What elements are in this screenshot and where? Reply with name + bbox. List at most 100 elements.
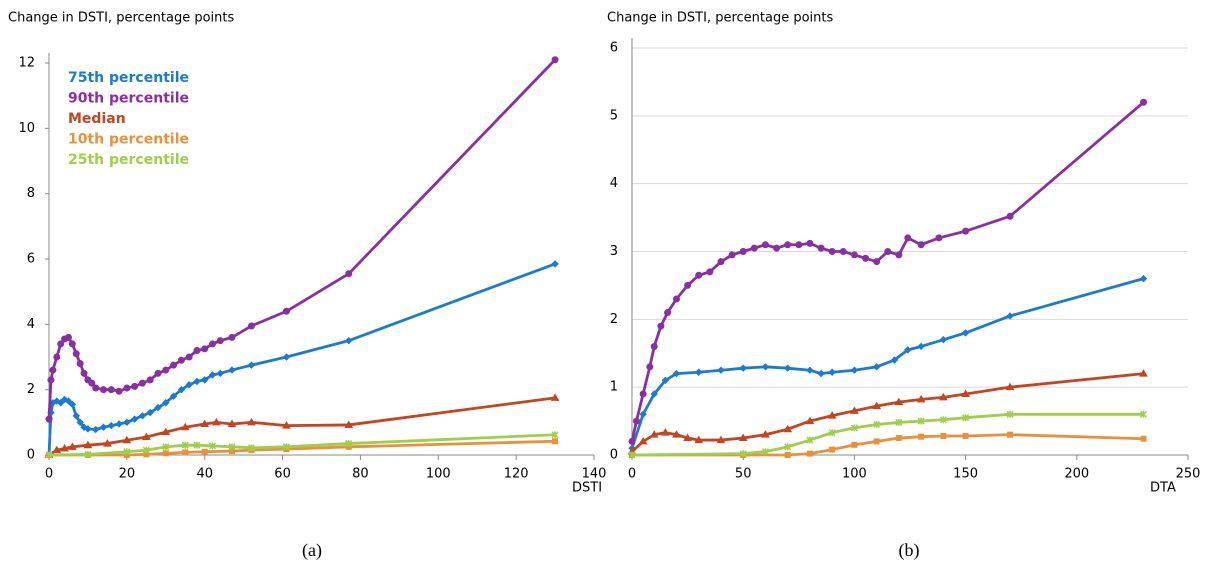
point bbox=[170, 361, 178, 369]
point bbox=[795, 241, 803, 249]
point bbox=[185, 381, 193, 389]
point bbox=[806, 450, 813, 457]
point bbox=[917, 417, 925, 425]
point bbox=[1006, 312, 1014, 320]
point bbox=[639, 390, 647, 398]
point bbox=[851, 441, 858, 448]
point bbox=[917, 342, 925, 351]
point bbox=[939, 416, 947, 424]
point bbox=[872, 363, 881, 371]
y-tick-label: 10 bbox=[18, 121, 35, 136]
point bbox=[806, 366, 814, 374]
point bbox=[961, 329, 970, 337]
point bbox=[884, 248, 892, 255]
point bbox=[162, 399, 170, 407]
legend-entry: 75th percentile bbox=[68, 70, 189, 86]
point bbox=[60, 443, 69, 452]
point bbox=[162, 366, 170, 374]
point bbox=[208, 371, 217, 379]
point bbox=[209, 340, 216, 348]
point bbox=[695, 368, 703, 376]
point bbox=[938, 392, 948, 401]
point bbox=[935, 234, 943, 242]
point bbox=[146, 408, 154, 417]
y-tick-label: 4 bbox=[27, 317, 35, 332]
point bbox=[739, 450, 747, 458]
point bbox=[72, 412, 80, 420]
point bbox=[828, 248, 836, 255]
point bbox=[783, 364, 792, 372]
point bbox=[247, 361, 256, 369]
point bbox=[916, 394, 926, 403]
point bbox=[122, 435, 132, 444]
point bbox=[738, 433, 748, 442]
point bbox=[716, 435, 726, 444]
point bbox=[806, 239, 814, 247]
point bbox=[873, 420, 881, 429]
point bbox=[551, 431, 559, 439]
point bbox=[107, 386, 115, 394]
point bbox=[695, 271, 703, 279]
y-tick-label: 5 bbox=[610, 108, 618, 123]
point bbox=[918, 433, 925, 440]
point bbox=[940, 433, 947, 440]
point bbox=[60, 395, 69, 404]
point bbox=[228, 366, 236, 374]
point bbox=[76, 418, 84, 427]
point bbox=[895, 435, 902, 442]
point bbox=[123, 384, 131, 392]
point bbox=[154, 403, 162, 412]
point bbox=[817, 369, 825, 378]
point bbox=[142, 446, 150, 454]
point bbox=[181, 441, 189, 449]
point bbox=[717, 258, 725, 266]
point bbox=[282, 443, 290, 451]
point bbox=[182, 449, 189, 456]
y-tick-label: 2 bbox=[610, 312, 618, 327]
point bbox=[345, 440, 353, 448]
point bbox=[161, 427, 171, 436]
y-tick-label: 6 bbox=[27, 252, 35, 267]
point bbox=[80, 369, 88, 377]
point bbox=[83, 440, 93, 449]
point bbox=[773, 244, 781, 252]
point bbox=[227, 419, 237, 427]
point bbox=[247, 417, 256, 426]
point bbox=[53, 353, 61, 361]
point bbox=[761, 363, 770, 371]
point bbox=[282, 307, 290, 315]
y-tick-label: 12 bbox=[18, 56, 35, 71]
point bbox=[180, 422, 190, 431]
point bbox=[961, 389, 970, 397]
point bbox=[904, 234, 912, 242]
point bbox=[216, 369, 224, 378]
y-tick-label: 2 bbox=[27, 382, 35, 397]
point bbox=[162, 443, 170, 451]
point bbox=[761, 430, 770, 438]
caption: (a) bbox=[302, 540, 322, 561]
point bbox=[550, 393, 560, 401]
point bbox=[115, 420, 123, 428]
y-tick-label: 3 bbox=[610, 244, 618, 259]
point bbox=[628, 437, 636, 445]
point bbox=[739, 248, 747, 255]
x-tick-label: 140 bbox=[582, 467, 607, 482]
point bbox=[1006, 410, 1014, 418]
point bbox=[672, 430, 681, 438]
x-tick-label: 20 bbox=[119, 467, 136, 482]
point bbox=[1139, 410, 1148, 418]
point bbox=[750, 244, 758, 252]
point bbox=[632, 417, 640, 425]
point bbox=[177, 356, 185, 364]
point bbox=[216, 337, 224, 345]
x-tick-label: 100 bbox=[426, 467, 451, 482]
series-line bbox=[631, 412, 1144, 457]
y-tick-label: 0 bbox=[27, 448, 35, 463]
point bbox=[646, 363, 654, 371]
point bbox=[228, 443, 236, 451]
point bbox=[208, 442, 217, 450]
x-tick-label: 60 bbox=[274, 467, 291, 482]
y-tick-label: 0 bbox=[610, 448, 618, 463]
point bbox=[138, 412, 147, 420]
point bbox=[828, 368, 836, 376]
